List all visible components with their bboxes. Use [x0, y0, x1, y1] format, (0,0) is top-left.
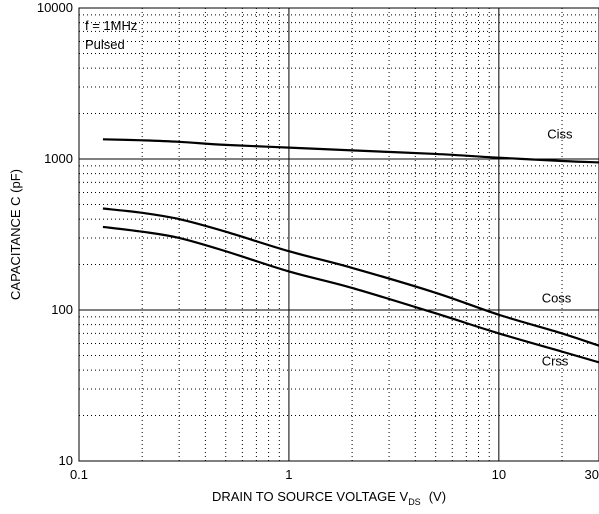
x-axis-title-subscript: DS — [408, 497, 421, 507]
x-tick-label: 10 — [492, 467, 506, 482]
y-tick-label: 100 — [51, 302, 73, 317]
plot-frame — [78, 7, 599, 462]
x-tick-label: 0.1 — [70, 467, 88, 482]
y-tick-label: 10 — [59, 453, 73, 468]
y-tick-label: 10000 — [37, 0, 73, 15]
y-tick-label: 1000 — [44, 151, 73, 166]
series-group: Ciss Coss Crss — [102, 126, 599, 368]
minor-grid — [79, 8, 599, 461]
y-tick-labels: 10 100 1000 10000 — [37, 0, 73, 468]
series-line-ciss — [102, 138, 599, 164]
x-tick-labels: 0.1 1 10 30 — [70, 467, 599, 482]
series-label-ciss: Ciss — [547, 126, 573, 141]
annotation-pulsed: Pulsed — [85, 37, 125, 52]
x-axis-title: DRAIN TO SOURCE VOLTAGE VDS (V) — [212, 489, 446, 507]
x-tick-label: 1 — [285, 467, 292, 482]
series-label-coss: Coss — [542, 291, 572, 306]
x-tick-label: 30 — [585, 467, 599, 482]
series-label-crss: Crss — [542, 353, 569, 368]
series-line-coss — [102, 207, 599, 347]
x-axis-title-unit: (V) — [429, 489, 446, 504]
annotation-frequency: f = 1MHz — [85, 18, 137, 33]
series-line-crss — [102, 225, 599, 364]
y-axis-title: CAPACITANCE C (pF) — [8, 169, 23, 300]
x-axis-title-main: DRAIN TO SOURCE VOLTAGE V — [212, 489, 409, 504]
